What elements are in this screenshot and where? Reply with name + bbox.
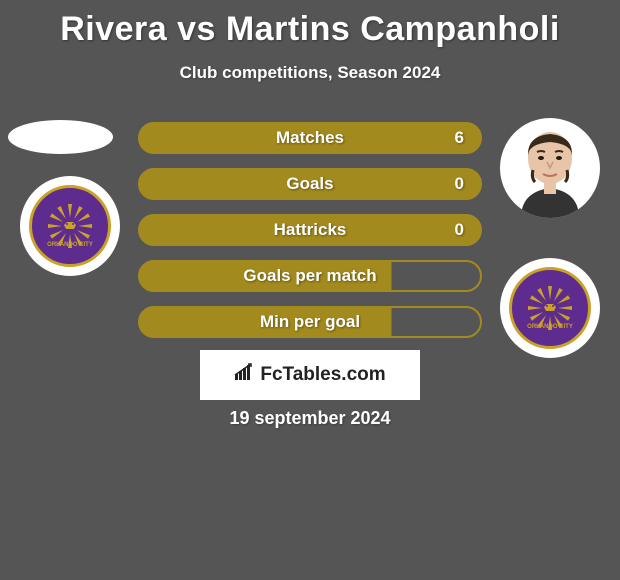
- watermark: FcTables.com: [200, 350, 420, 400]
- stats-container: Matches 6 Goals 0 Hattricks 0 Goals per match M…: [138, 122, 482, 352]
- watermark-text: FcTables.com: [260, 364, 385, 386]
- stat-bar: Matches 6: [138, 122, 482, 154]
- stat-label: Matches: [276, 128, 344, 148]
- stat-value: 6: [455, 128, 464, 148]
- player-left-photo-placeholder: [8, 120, 113, 154]
- player-silhouette-icon: [511, 126, 589, 218]
- stat-bar: Goals per match: [138, 260, 482, 292]
- club-right-badge: ORLANDO CITY: [500, 258, 600, 358]
- club-lion-icon: ORLANDO CITY: [40, 196, 100, 256]
- stat-label: Goals per match: [243, 266, 376, 286]
- comparison-title: Rivera vs Martins Campanholi: [0, 0, 620, 49]
- stat-bar: Goals 0: [138, 168, 482, 200]
- svg-text:ORLANDO CITY: ORLANDO CITY: [47, 242, 93, 248]
- player-right-photo: [500, 118, 600, 218]
- svg-text:ORLANDO CITY: ORLANDO CITY: [527, 324, 573, 330]
- bars-chart-icon: [234, 363, 256, 387]
- stat-value: 0: [455, 220, 464, 240]
- comparison-subtitle: Club competitions, Season 2024: [0, 63, 620, 83]
- club-lion-icon: ORLANDO CITY: [520, 278, 580, 338]
- stat-label: Hattricks: [274, 220, 347, 240]
- stat-label: Goals: [286, 174, 333, 194]
- comparison-date: 19 september 2024: [0, 408, 620, 429]
- club-left-badge: ORLANDO CITY: [20, 176, 120, 276]
- stat-label: Min per goal: [260, 312, 360, 332]
- stat-bar: Hattricks 0: [138, 214, 482, 246]
- stat-bar: Min per goal: [138, 306, 482, 338]
- stat-value: 0: [455, 174, 464, 194]
